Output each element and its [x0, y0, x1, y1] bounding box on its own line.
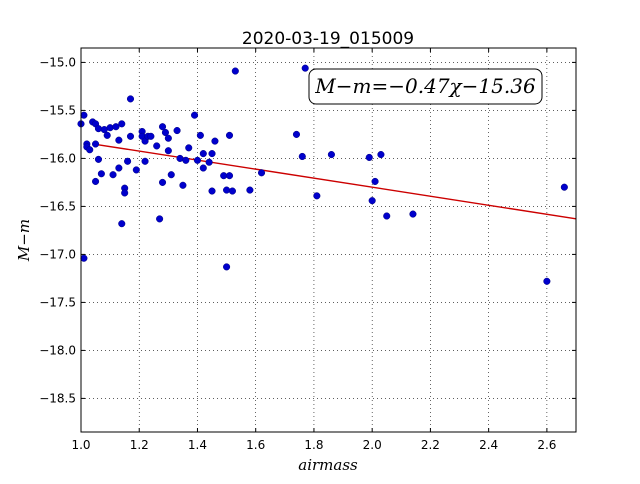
data-point — [158, 178, 167, 186]
y-axis-label: M−m — [15, 219, 33, 262]
data-point — [228, 187, 236, 195]
y-tick-label: −17.5 — [39, 295, 76, 309]
data-point — [126, 95, 135, 103]
data-point — [383, 212, 391, 220]
data-point — [327, 151, 335, 159]
data-point — [313, 192, 321, 200]
x-tick-label: 1.4 — [188, 438, 207, 452]
data-point — [257, 169, 266, 177]
data-point — [167, 171, 175, 179]
y-tick-label: −16.5 — [39, 199, 76, 213]
y-tick-label: −17.0 — [39, 247, 76, 261]
axis-ticks: 1.0 1.2 1.4 1.6 1.8 2.0 2.2 2.4 2.6 −15.0 −15.5 −16… — [39, 48, 576, 452]
data-point — [161, 128, 169, 137]
data-point — [301, 64, 309, 72]
y-tick-label: −18.5 — [39, 391, 76, 405]
x-tick-label: 2.4 — [479, 438, 498, 452]
data-point — [211, 137, 219, 145]
data-point — [368, 197, 376, 205]
x-tick-label: 2.0 — [363, 438, 382, 452]
x-tick-label: 1.6 — [246, 438, 265, 452]
fit-line-group — [92, 143, 577, 220]
data-point — [124, 157, 132, 165]
x-tick-label: 1.0 — [71, 438, 90, 452]
data-point — [560, 183, 568, 191]
data-point — [185, 144, 193, 152]
data-point — [153, 142, 161, 150]
data-point — [179, 181, 187, 189]
data-point — [97, 170, 105, 178]
data-point — [208, 150, 216, 158]
data-point — [156, 215, 164, 223]
data-point — [80, 254, 88, 262]
data-point — [231, 67, 239, 75]
data-point — [112, 123, 120, 131]
data-point — [80, 111, 88, 119]
data-point — [191, 111, 199, 119]
data-point — [182, 156, 190, 164]
data-points — [77, 64, 568, 285]
data-point — [115, 136, 123, 144]
data-point — [109, 171, 117, 179]
data-point — [94, 125, 103, 133]
fit-equation-text: M−m=−0.47χ−15.36 — [314, 74, 536, 98]
data-point — [365, 153, 373, 161]
data-point — [196, 131, 204, 139]
data-point — [147, 132, 155, 140]
data-point — [371, 177, 379, 185]
fit-equation-box: M−m=−0.47χ−15.36 — [308, 68, 543, 105]
data-point — [92, 177, 100, 185]
annotation-box-border — [308, 68, 543, 105]
data-point — [173, 127, 181, 135]
fit-line — [92, 143, 577, 220]
x-tick-label: 2.6 — [537, 438, 556, 452]
data-point — [158, 123, 167, 131]
y-tick-label: −16.0 — [39, 151, 76, 165]
data-point — [409, 210, 417, 218]
data-point — [164, 134, 172, 142]
data-point — [126, 132, 135, 140]
data-point — [543, 277, 551, 285]
data-point — [106, 124, 114, 132]
data-point — [103, 131, 111, 139]
data-point — [132, 166, 140, 174]
data-point — [246, 186, 254, 194]
data-point — [193, 156, 202, 164]
x-tick-label: 1.2 — [130, 438, 149, 452]
plot-area-frame — [80, 47, 577, 433]
data-point — [298, 152, 306, 161]
y-tick-label: −15.5 — [39, 103, 76, 117]
data-point — [94, 155, 103, 163]
data-point — [225, 172, 234, 180]
data-point — [225, 131, 234, 139]
data-point — [118, 220, 126, 228]
x-tick-label: 1.8 — [304, 438, 323, 452]
data-point — [223, 186, 231, 194]
data-point — [223, 263, 231, 271]
y-tick-label: −15.0 — [39, 55, 76, 69]
chart-title: 2020-03-19_015009 — [242, 29, 414, 49]
data-point — [118, 120, 126, 128]
data-point — [205, 158, 213, 166]
data-point — [121, 189, 129, 197]
data-point — [92, 140, 100, 148]
data-point — [208, 187, 216, 195]
data-point — [115, 164, 123, 172]
y-tick-label: −18.0 — [39, 343, 76, 357]
data-point — [141, 157, 149, 165]
data-point — [292, 130, 301, 138]
data-point — [199, 164, 207, 172]
data-point — [86, 146, 94, 154]
x-axis-label: airmass — [298, 456, 358, 474]
data-point — [377, 151, 385, 159]
data-point — [164, 147, 172, 155]
data-point — [199, 150, 207, 158]
x-tick-label: 2.2 — [421, 438, 440, 452]
